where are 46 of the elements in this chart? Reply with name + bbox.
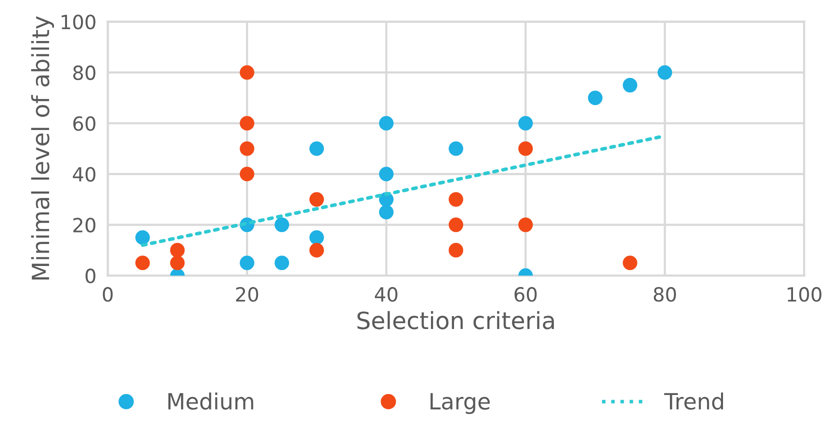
x-tick-label: 100 <box>788 287 822 302</box>
point <box>379 204 394 220</box>
point <box>170 242 185 258</box>
point <box>240 256 254 270</box>
x-tick-label: 20 <box>236 287 258 302</box>
x-tick-label: 80 <box>654 287 676 302</box>
point <box>170 256 185 270</box>
legend-label: Large <box>430 393 490 414</box>
y-axis-title: Minimal level of ability <box>31 16 54 280</box>
point <box>622 256 638 270</box>
x-axis-title: Selection criteria <box>357 311 554 330</box>
y-tick-label: 20 <box>73 218 96 232</box>
point <box>240 65 254 80</box>
x-tick-label: 60 <box>514 287 537 302</box>
legend-label: Medium <box>168 392 254 410</box>
point <box>240 166 254 182</box>
y-tick-label: 40 <box>72 166 96 182</box>
point <box>379 116 394 131</box>
point <box>448 218 464 232</box>
point <box>309 192 324 207</box>
point <box>588 90 603 106</box>
point <box>448 242 464 258</box>
point <box>309 141 324 156</box>
point <box>240 141 254 156</box>
legend-label: Trend <box>664 392 724 410</box>
point <box>448 141 464 156</box>
x-tick-label: 40 <box>374 287 398 302</box>
point <box>135 230 150 245</box>
point <box>658 65 672 80</box>
point <box>448 192 464 207</box>
y-tick-label: 100 <box>62 14 96 30</box>
point <box>518 141 533 156</box>
point <box>274 256 290 270</box>
y-tick-label: 0 <box>86 268 96 284</box>
x-tick-label: 0 <box>102 287 113 302</box>
point <box>135 256 150 270</box>
point <box>309 230 324 245</box>
point <box>379 166 394 182</box>
point <box>309 242 324 258</box>
y-tick-label: 80 <box>73 65 96 80</box>
y-tick-label: 60 <box>73 116 96 131</box>
point <box>622 78 638 92</box>
point <box>518 218 533 232</box>
point <box>274 218 290 232</box>
point <box>240 116 254 131</box>
point <box>518 116 533 131</box>
